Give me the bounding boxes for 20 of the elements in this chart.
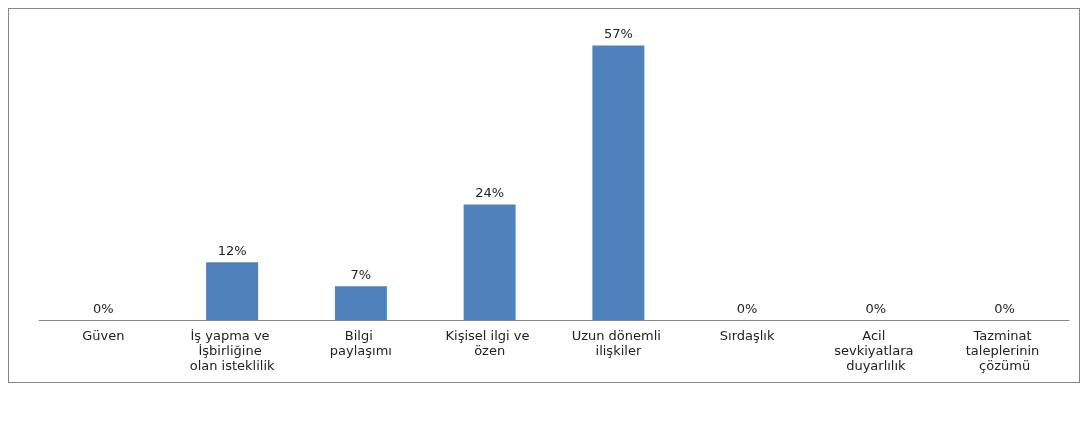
x-tick-label: Sırdaşlık (719, 328, 775, 343)
x-tick-label: Tazminat taleplerinin çözümü (965, 328, 1044, 373)
data-label: 0% (994, 301, 1015, 316)
bar (592, 45, 645, 320)
data-label: 0% (93, 301, 114, 316)
data-label: 12% (217, 243, 247, 259)
data-label: 24% (475, 185, 505, 201)
x-tick-label: Acil sevkiyatlara duyarlılık (834, 328, 918, 373)
bar (334, 286, 387, 320)
data-label: 0% (736, 301, 758, 316)
x-tick-label: Kişisel ilgi ve özen (445, 328, 534, 358)
x-tick-label: Bilgi paylaşımı (329, 328, 392, 358)
x-tick-label: Uzun dönemli ilişkiler (571, 328, 666, 358)
data-label: 7% (350, 267, 372, 283)
x-tick-label: İş yapma ve İşbirliğine olan isteklilik (189, 328, 276, 373)
x-tick-label: Güven (82, 328, 125, 343)
data-label: 57% (603, 26, 633, 42)
data-label: 0% (865, 301, 887, 316)
bar (463, 204, 516, 320)
bar (206, 262, 259, 320)
